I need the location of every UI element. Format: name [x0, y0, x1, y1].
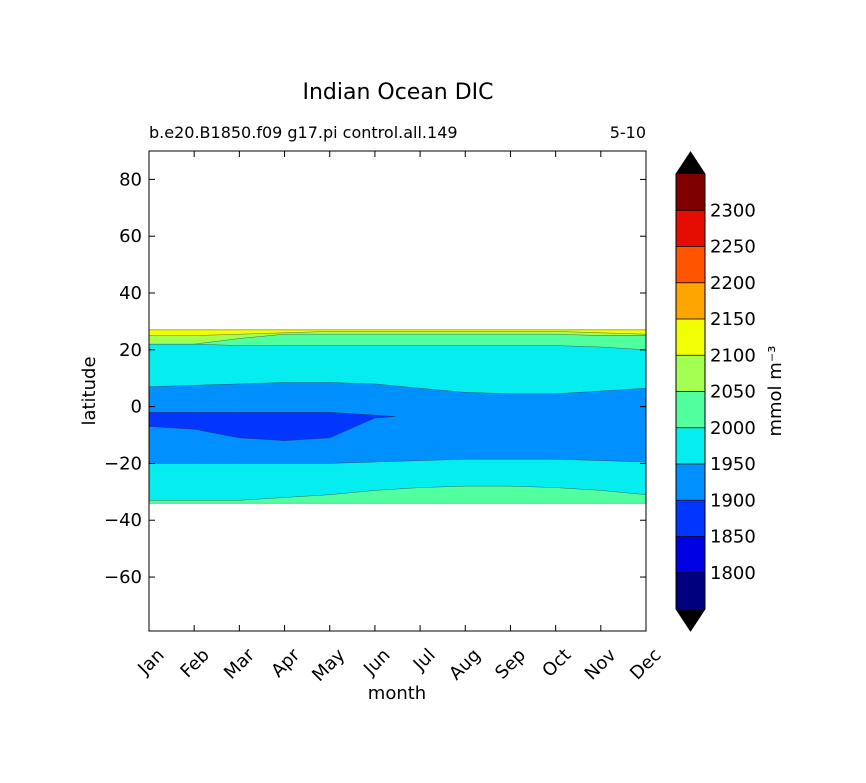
y-tick-label: −60	[104, 567, 142, 588]
x-tick-label: Oct	[538, 645, 575, 682]
x-axis-label: month	[368, 683, 426, 704]
colorbar-segment	[676, 174, 705, 211]
colorbar-segment	[676, 210, 705, 247]
colorbar-tick-label: 2300	[710, 200, 756, 221]
x-tick-label: May	[308, 644, 349, 685]
plot-frame	[148, 150, 647, 632]
y-tick-label: 20	[119, 340, 142, 361]
y-axis-label: latitude	[79, 356, 100, 425]
x-tick-label: Jan	[133, 645, 168, 680]
colorbar-tick-label: 2150	[710, 309, 756, 330]
x-tick-label: Dec	[626, 645, 665, 684]
colorbar-segment	[676, 282, 705, 320]
x-tick-label: Jul	[409, 645, 440, 676]
colorbar-segment	[676, 427, 705, 465]
x-tick-label: Aug	[445, 645, 485, 685]
colorbar-segment	[676, 572, 705, 610]
y-tick-label: −20	[104, 453, 142, 474]
colorbar-segment	[676, 536, 705, 574]
colorbar-tick-label: 1950	[710, 454, 756, 475]
x-tick-label: Feb	[176, 645, 213, 682]
chart-subtitle-right: 5-10	[610, 123, 646, 142]
colorbar-tick-label: 2250	[710, 237, 756, 258]
x-tick-label: Apr	[267, 644, 304, 681]
y-tick-label: −40	[104, 510, 142, 531]
colorbar-label: mmol m⁻³	[765, 345, 786, 436]
y-tick-label: 80	[119, 169, 142, 190]
y-tick-labels: 80 60 40 20 0 −20 −40 −60	[104, 169, 142, 588]
colorbar-outline	[675, 151, 706, 632]
contour-bands	[148, 329, 647, 504]
colorbar-extend-top	[676, 152, 705, 174]
colorbar-extend-bottom	[676, 609, 705, 631]
x-tick-label: Nov	[581, 644, 621, 684]
colorbar-segment	[676, 464, 705, 501]
colorbar-segment	[676, 246, 705, 284]
colorbar-tick-label: 1900	[710, 490, 756, 511]
colorbar: 1800 1850 1900 1950 2000 2050 2100 2150 2200 2250…	[675, 151, 756, 632]
x-tick-label: Jun	[359, 645, 394, 680]
colorbar-segment	[676, 319, 705, 356]
colorbar-tick-label: 1800	[710, 563, 756, 584]
x-tick-labels: Jan Feb Mar Apr May Jun Jul Aug Sep Oct Nov Dec	[133, 644, 665, 686]
plot-area	[148, 150, 647, 632]
chart-title: Indian Ocean DIC	[302, 80, 493, 105]
y-tick-label: 60	[119, 226, 142, 247]
colorbar-tick-label: 2000	[710, 418, 756, 439]
colorbar-tick-label: 2050	[710, 382, 756, 403]
y-tick-label: 0	[131, 397, 142, 418]
colorbar-segment	[676, 391, 705, 429]
x-tick-label: Sep	[491, 645, 530, 684]
colorbar-tick-label: 2200	[710, 273, 756, 294]
chart-subtitle-left: b.e20.B1850.f09 g17.pi control.all.149	[149, 123, 458, 142]
x-tick-label: Mar	[220, 644, 259, 683]
colorbar-tick-label: 2100	[710, 345, 756, 366]
colorbar-segment	[676, 355, 705, 392]
colorbar-segment	[676, 500, 705, 537]
y-tick-label: 40	[119, 283, 142, 304]
colorbar-tick-label: 1850	[710, 527, 756, 548]
contour-band-3	[148, 412, 396, 441]
